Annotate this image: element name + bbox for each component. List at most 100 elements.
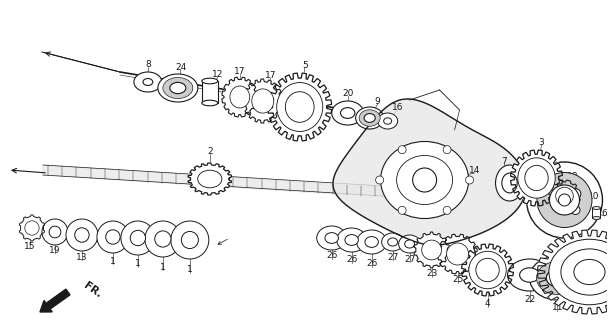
Ellipse shape	[559, 194, 570, 206]
Circle shape	[443, 206, 451, 214]
Circle shape	[466, 176, 474, 184]
Ellipse shape	[75, 228, 89, 242]
Ellipse shape	[469, 251, 506, 289]
Ellipse shape	[163, 77, 193, 99]
Ellipse shape	[106, 230, 120, 244]
Ellipse shape	[181, 231, 198, 249]
Ellipse shape	[381, 141, 469, 219]
Circle shape	[376, 176, 384, 184]
Polygon shape	[19, 215, 44, 241]
Circle shape	[443, 146, 451, 154]
Text: 17: 17	[265, 70, 277, 79]
Ellipse shape	[384, 118, 392, 124]
Polygon shape	[511, 150, 562, 206]
Circle shape	[398, 146, 406, 154]
Text: 26: 26	[326, 252, 337, 260]
Ellipse shape	[537, 172, 592, 228]
Ellipse shape	[97, 221, 129, 253]
Ellipse shape	[317, 226, 347, 250]
Text: 23: 23	[426, 269, 437, 278]
Text: 22: 22	[524, 294, 535, 303]
Text: 14: 14	[469, 165, 480, 174]
Polygon shape	[333, 99, 527, 245]
Ellipse shape	[357, 230, 387, 254]
Text: 26: 26	[346, 255, 358, 265]
Ellipse shape	[447, 243, 469, 265]
Text: 3: 3	[539, 138, 544, 147]
Ellipse shape	[359, 110, 380, 126]
Ellipse shape	[547, 269, 568, 287]
Ellipse shape	[388, 238, 398, 246]
Text: 25: 25	[452, 276, 463, 284]
Ellipse shape	[592, 207, 601, 209]
Polygon shape	[537, 230, 608, 314]
Polygon shape	[243, 79, 283, 123]
Ellipse shape	[570, 188, 581, 199]
Text: 1: 1	[110, 257, 116, 266]
Ellipse shape	[550, 185, 579, 215]
Polygon shape	[222, 77, 258, 117]
Ellipse shape	[130, 230, 145, 246]
Ellipse shape	[325, 233, 339, 244]
Ellipse shape	[365, 236, 378, 247]
Ellipse shape	[155, 231, 171, 247]
Text: 4: 4	[485, 300, 491, 308]
Ellipse shape	[285, 92, 314, 122]
Ellipse shape	[592, 217, 601, 220]
Ellipse shape	[565, 200, 586, 220]
Ellipse shape	[508, 259, 551, 291]
Text: 1: 1	[187, 266, 193, 275]
Ellipse shape	[530, 256, 586, 300]
FancyArrow shape	[40, 289, 70, 312]
Ellipse shape	[549, 239, 608, 305]
Ellipse shape	[66, 219, 98, 251]
Ellipse shape	[378, 113, 398, 129]
Polygon shape	[548, 180, 581, 212]
Text: 21: 21	[582, 194, 593, 203]
Text: 12: 12	[212, 69, 224, 78]
Ellipse shape	[49, 226, 61, 238]
Polygon shape	[414, 232, 449, 268]
Text: 8: 8	[145, 60, 151, 68]
Ellipse shape	[340, 108, 355, 118]
Ellipse shape	[356, 107, 384, 129]
Ellipse shape	[42, 219, 68, 245]
Text: 7: 7	[502, 156, 508, 165]
Circle shape	[398, 206, 406, 214]
Ellipse shape	[561, 249, 608, 295]
Text: 5: 5	[302, 60, 308, 69]
Ellipse shape	[556, 187, 573, 205]
Ellipse shape	[171, 221, 209, 259]
Ellipse shape	[158, 74, 198, 102]
Text: 20: 20	[342, 89, 353, 98]
Ellipse shape	[496, 165, 523, 201]
Ellipse shape	[202, 78, 218, 84]
Text: 6: 6	[601, 209, 607, 218]
Text: 16: 16	[392, 102, 403, 111]
Polygon shape	[188, 163, 232, 195]
Ellipse shape	[121, 221, 155, 255]
Text: 2: 2	[207, 147, 213, 156]
Text: 1: 1	[160, 262, 166, 271]
Bar	[202, 81, 218, 103]
Bar	[592, 208, 601, 218]
Polygon shape	[461, 244, 513, 296]
Text: 13: 13	[76, 252, 88, 261]
Ellipse shape	[345, 235, 359, 245]
Ellipse shape	[422, 240, 441, 260]
Ellipse shape	[518, 158, 555, 198]
Ellipse shape	[337, 228, 367, 252]
Ellipse shape	[202, 100, 218, 106]
Ellipse shape	[277, 83, 323, 132]
Ellipse shape	[170, 83, 186, 94]
Ellipse shape	[405, 240, 415, 248]
Ellipse shape	[145, 221, 181, 257]
Ellipse shape	[502, 173, 517, 193]
Text: 17: 17	[234, 67, 246, 76]
Text: 26: 26	[366, 260, 378, 268]
Ellipse shape	[399, 235, 421, 253]
Ellipse shape	[332, 101, 364, 125]
Ellipse shape	[252, 89, 274, 113]
Ellipse shape	[527, 162, 603, 238]
Text: 27: 27	[387, 252, 398, 261]
